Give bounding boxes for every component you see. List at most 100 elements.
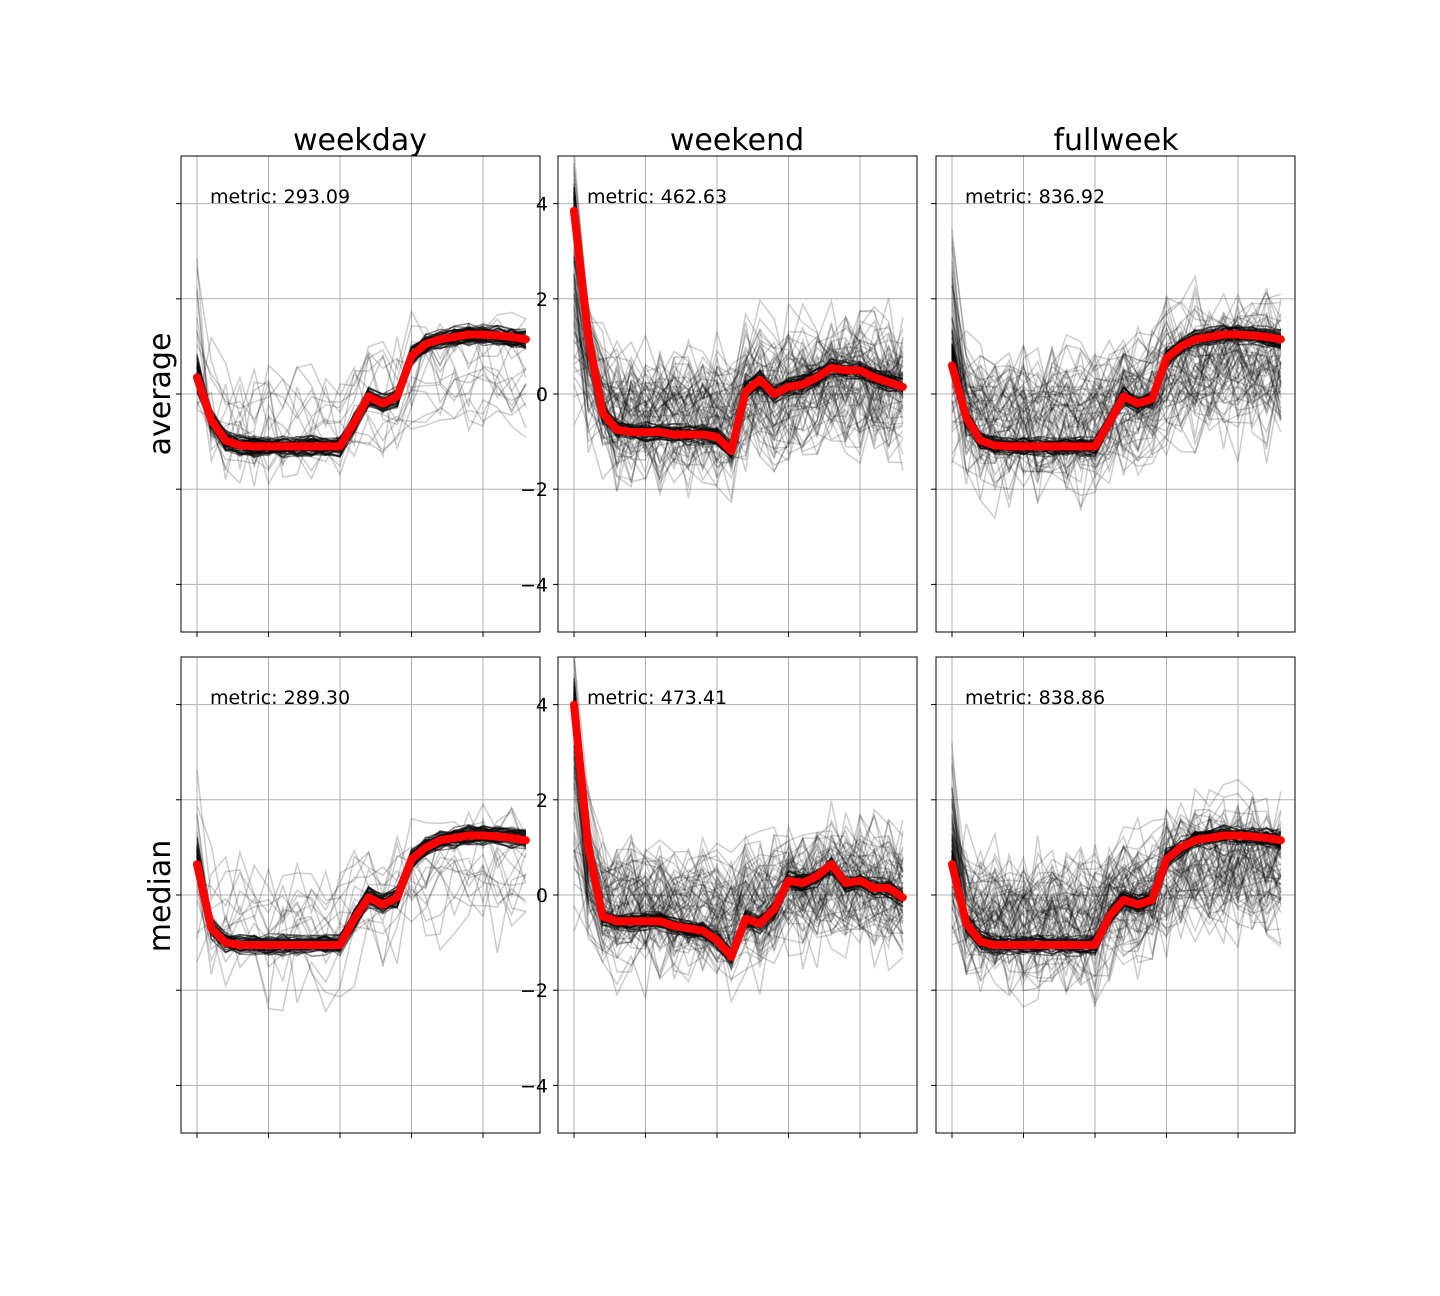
background-series-line — [573, 260, 903, 420]
background-series-line — [951, 828, 1282, 975]
background-series-line — [573, 691, 904, 909]
background-series-line — [951, 805, 1282, 916]
column-title-weekday: weekday — [293, 123, 427, 158]
background-series-line — [196, 836, 527, 938]
background-series-line — [196, 291, 527, 470]
background-series-line — [573, 302, 904, 425]
background-series-line — [196, 330, 527, 477]
background-series-line — [951, 325, 1282, 431]
background-series-line — [573, 726, 904, 949]
background-series-line — [951, 313, 1282, 402]
background-series-line — [196, 258, 527, 468]
background-series-line — [196, 322, 527, 418]
background-series-line — [573, 248, 904, 455]
background-series-line — [573, 766, 904, 944]
background-series-line — [573, 775, 904, 958]
highlight-series-line — [570, 700, 907, 961]
background-series-line — [573, 806, 904, 981]
background-series-line — [951, 315, 1282, 453]
background-series-line — [951, 358, 1282, 477]
background-series-line — [573, 812, 904, 951]
background-series-line — [573, 746, 904, 952]
background-series-line — [951, 840, 1282, 960]
column-title-weekend: weekend — [670, 123, 804, 158]
background-series-line — [573, 764, 904, 911]
background-series-line — [573, 391, 904, 471]
background-series-line — [196, 324, 527, 446]
background-series-line — [196, 334, 526, 456]
background-series-line — [951, 786, 1282, 927]
background-series-line — [951, 229, 1282, 442]
background-series-line — [951, 339, 1282, 463]
background-series-line — [951, 312, 1282, 434]
background-series-line — [573, 256, 904, 420]
background-series-line — [573, 287, 904, 417]
background-series-line — [573, 292, 904, 468]
background-series-line — [951, 330, 1282, 466]
background-series-line — [951, 336, 1282, 423]
background-series-line — [573, 714, 904, 964]
background-series-line — [573, 783, 904, 944]
background-series-line — [951, 791, 1282, 944]
panel-median-fullweek: metric: 838.86 — [931, 656, 1296, 1138]
background-series-line — [573, 834, 904, 945]
background-series-line — [196, 358, 527, 486]
background-series-line — [573, 339, 904, 474]
background-series-line — [951, 298, 1282, 415]
background-series-line — [951, 836, 1282, 970]
background-series-line — [573, 213, 904, 431]
background-series-line — [573, 827, 903, 900]
background-series-line — [573, 389, 904, 463]
background-series-line — [951, 855, 1282, 935]
background-series-line — [951, 825, 1282, 913]
background-series-line — [951, 330, 1282, 471]
background-series-line — [951, 332, 1282, 432]
background-series-line — [951, 809, 1282, 920]
panels-layer: metric: 293.09 −4 −2 0 2 4 metric: 462.63 metri… — [176, 155, 1296, 1138]
background-series-line — [951, 310, 1282, 442]
background-series-line — [573, 835, 904, 933]
background-series-line — [951, 811, 1282, 892]
background-series-line — [951, 290, 1282, 483]
background-series-line — [951, 854, 1282, 944]
background-series-line — [951, 873, 1282, 983]
background-series-line — [196, 821, 527, 942]
background-series-line — [951, 381, 1282, 465]
background-series-line — [951, 296, 1282, 477]
background-series-line — [951, 844, 1282, 952]
background-series-line — [573, 731, 904, 907]
y-tick-label: −2 — [520, 980, 548, 1002]
background-series-line — [573, 699, 904, 936]
background-series-line — [951, 237, 1282, 430]
background-series-line — [951, 857, 1282, 983]
background-series-line — [573, 156, 904, 407]
background-series-line — [951, 804, 1282, 938]
row-title-average: average — [143, 333, 178, 456]
panel-average-weekend: −4 −2 0 2 4 metric: 462.63 — [520, 155, 918, 637]
background-series-line — [951, 811, 1282, 931]
background-series-line — [573, 710, 904, 997]
background-series-line — [951, 336, 1282, 485]
background-series-line — [951, 284, 1282, 402]
background-series-line — [951, 742, 1282, 955]
background-series-line — [951, 317, 1282, 447]
background-series-line — [951, 854, 1282, 1008]
y-tick-label: −4 — [520, 574, 548, 596]
background-series-line — [573, 260, 904, 499]
background-series-line — [573, 705, 904, 1004]
background-series-line — [951, 333, 1282, 413]
background-series-line — [573, 272, 904, 482]
background-series-line — [951, 319, 1282, 460]
background-series-line — [951, 821, 1282, 948]
background-series-line — [951, 803, 1282, 899]
background-series-line — [196, 864, 527, 1013]
y-tick-label: 2 — [536, 289, 548, 311]
background-series-line — [573, 695, 904, 949]
background-series-line — [573, 765, 903, 944]
background-series-line — [196, 382, 527, 481]
background-series-line — [951, 260, 1282, 407]
y-tick-label: 2 — [536, 790, 548, 812]
background-series-line — [951, 338, 1282, 486]
y-tick-label: 0 — [536, 885, 548, 907]
background-series-line — [951, 340, 1282, 509]
